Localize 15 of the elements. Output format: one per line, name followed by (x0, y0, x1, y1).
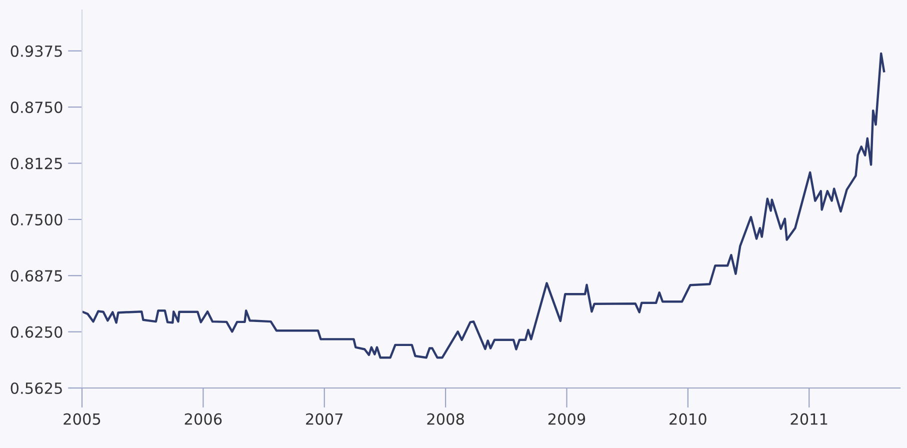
x-tick-label: 2005 (64, 413, 100, 425)
y-tick-label: 0.6875 (10, 270, 62, 282)
x-tick-label: 2006 (184, 413, 222, 425)
x-tick-label: 2010 (670, 413, 706, 425)
y-tick-label: 0.8125 (10, 158, 62, 170)
x-tick-label: 2009 (548, 413, 586, 425)
y-tick-label: 0.5625 (10, 382, 62, 394)
x-tick-label: 2008 (427, 413, 464, 425)
line-series (82, 52, 886, 359)
x-tick-label: 2011 (790, 413, 828, 425)
x-tick-label: 2007 (306, 413, 343, 425)
y-tick-label: 0.8750 (10, 102, 62, 114)
y-tick-label: 0.6250 (10, 326, 62, 338)
y-tick-label: 0.7500 (10, 214, 62, 226)
y-tick-label: 0.9375 (10, 45, 62, 57)
